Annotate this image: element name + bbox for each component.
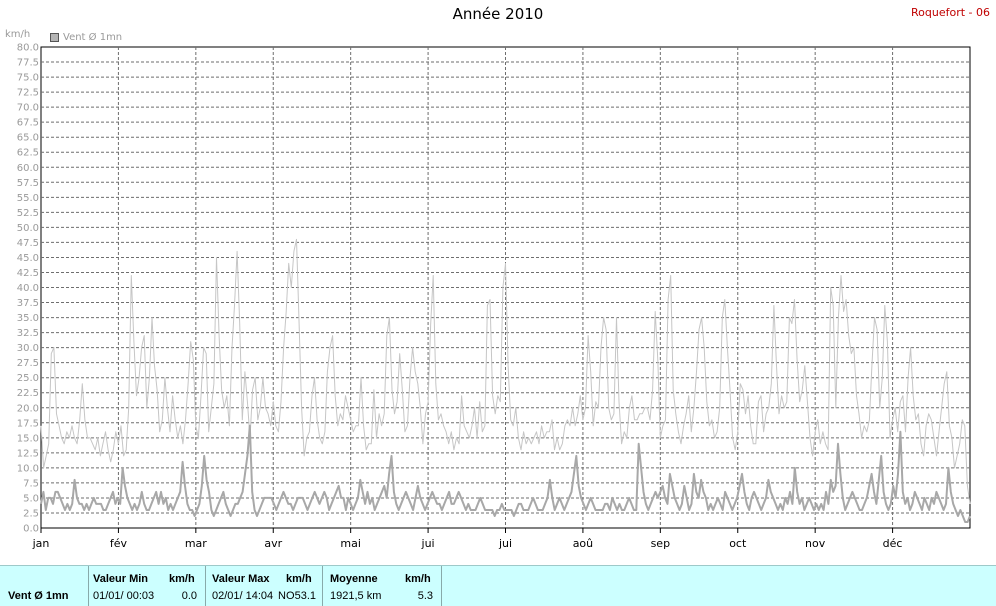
stats-max-cell: Valeur Max km/h 02/01/ 14:04 NO 53.1: [206, 566, 323, 606]
y-tick-label: 20.0: [17, 403, 39, 414]
y-tick-label: 12.5: [17, 448, 39, 459]
y-tick-label: 10.0: [17, 463, 39, 474]
x-tick-label: jui: [421, 537, 435, 550]
x-tick-label: avr: [264, 537, 282, 550]
legend-swatch: [50, 33, 59, 42]
y-axis: 0.0 2.5 5.0 7.5 10.0 12.5 15.0 17.5 20.0 22.5 25.0…: [17, 43, 39, 535]
stats-series-label: Vent Ø 1mn: [8, 590, 69, 602]
y-tick-label: 75.0: [17, 73, 39, 84]
y-tick-label: 52.5: [17, 208, 39, 219]
statistics-bar: Vent Ø 1mn Valeur Min km/h 01/01/ 00:03 …: [0, 565, 996, 606]
x-tick-label: sep: [651, 537, 670, 550]
y-tick-label: 47.5: [17, 238, 39, 249]
x-tick-label: nov: [805, 537, 826, 550]
stats-min-cell: Valeur Min km/h 01/01/ 00:03 0.0: [89, 566, 206, 606]
y-tick-label: 67.5: [17, 118, 39, 129]
line-chart: 0.0 2.5 5.0 7.5 10.0 12.5 15.0 17.5 20.0 22.5 25.0…: [17, 43, 971, 550]
y-tick-label: 57.5: [17, 178, 39, 189]
y-tick-label: 30.0: [17, 343, 39, 354]
x-tick-label: jui: [498, 537, 512, 550]
chart-title: Année 2010: [452, 5, 544, 23]
y-tick-label: 7.5: [23, 478, 39, 489]
y-tick-label: 0.0: [23, 524, 39, 535]
y-tick-label: 42.5: [17, 268, 39, 279]
y-tick-label: 55.0: [17, 193, 39, 204]
x-tick-label: fév: [110, 537, 128, 550]
y-tick-label: 27.5: [17, 358, 39, 369]
y-tick-label: 40.0: [17, 283, 39, 294]
y-tick-label: 32.5: [17, 328, 39, 339]
x-tick-label: déc: [883, 537, 903, 550]
stats-avg-cell: Moyenne km/h 1921,5 km 5.3: [323, 566, 442, 606]
y-axis-unit: km/h: [5, 29, 31, 40]
stats-max-date: 02/01/ 14:04: [212, 590, 274, 602]
y-tick-label: 17.5: [17, 418, 39, 429]
x-axis: jan fév mar avr mai jui jui aoû sep oct nov déc: [32, 528, 903, 550]
series-line-wind-gust: [40, 238, 971, 504]
y-tick-label: 72.5: [17, 88, 39, 99]
stats-avg-unit: km/h: [405, 573, 431, 585]
stats-avg-value: 5.3: [417, 590, 433, 602]
y-tick-label: 35.0: [17, 313, 39, 324]
stats-avg-header: Moyenne: [330, 573, 378, 585]
x-tick-label: jan: [32, 537, 50, 550]
x-tick-label: oct: [729, 537, 747, 550]
series-line-wind-avg: [40, 424, 971, 523]
y-tick-label: 80.0: [17, 43, 39, 54]
legend-label: Vent Ø 1mn: [63, 32, 123, 43]
y-tick-label: 45.0: [17, 253, 39, 264]
stats-min-date: 01/01/ 00:03: [93, 590, 155, 602]
stats-max-direction: NO: [278, 590, 295, 602]
y-tick-label: 62.5: [17, 148, 39, 159]
stats-min-value: 0.0: [181, 590, 197, 602]
y-tick-label: 77.5: [17, 58, 39, 69]
y-tick-label: 65.0: [17, 133, 39, 144]
stats-max-unit: km/h: [286, 573, 312, 585]
y-tick-label: 22.5: [17, 388, 39, 399]
stats-min-unit: km/h: [169, 573, 195, 585]
stats-avg-distance: 1921,5 km: [330, 590, 382, 602]
y-tick-label: 15.0: [17, 433, 39, 444]
y-tick-label: 70.0: [17, 103, 39, 114]
x-tick-label: mar: [185, 537, 207, 550]
y-tick-label: 50.0: [17, 223, 39, 234]
x-tick-label: mai: [340, 537, 361, 550]
series-lines: [40, 238, 971, 523]
y-tick-label: 37.5: [17, 298, 39, 309]
station-name: Roquefort - 06: [911, 6, 990, 19]
legend: Vent Ø 1mn: [50, 32, 122, 43]
stats-min-header: Valeur Min: [93, 573, 149, 585]
y-tick-label: 60.0: [17, 163, 39, 174]
y-tick-label: 25.0: [17, 373, 39, 384]
y-tick-label: 5.0: [23, 493, 39, 504]
stats-max-value: 53.1: [294, 590, 316, 602]
y-tick-label: 2.5: [23, 508, 39, 519]
stats-series-cell: Vent Ø 1mn: [0, 566, 89, 606]
grid: [41, 47, 970, 528]
stats-max-header: Valeur Max: [212, 573, 270, 585]
x-tick-label: aoû: [573, 537, 593, 550]
